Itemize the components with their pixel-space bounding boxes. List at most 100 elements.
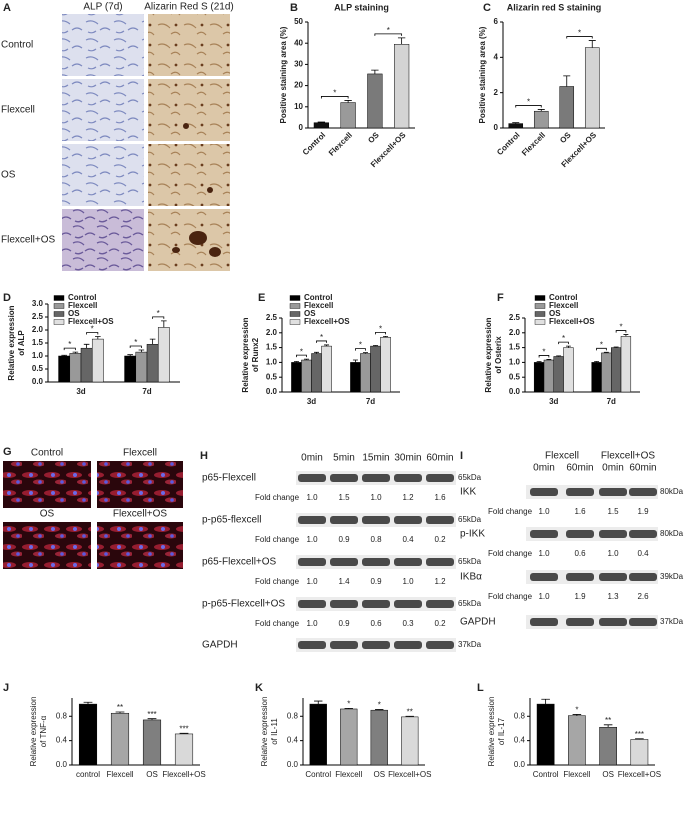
significance-label: * — [575, 706, 578, 715]
significance-bracket — [316, 340, 327, 343]
significance-bracket — [296, 354, 307, 358]
x-tick-label: OS — [602, 770, 614, 779]
error-bar — [556, 355, 562, 357]
bar — [601, 352, 612, 393]
blot-band — [394, 600, 422, 608]
legend-label: OS — [304, 309, 316, 318]
micrograph — [148, 144, 230, 206]
y-tick-label: 1.5 — [266, 343, 278, 352]
fold-change-label: Fold change — [255, 619, 300, 628]
error-bar — [541, 698, 550, 705]
bar — [91, 338, 104, 383]
fold-change-value: 0.9 — [338, 619, 350, 628]
significance-label: * — [300, 347, 303, 356]
x-tick-label: 3d — [549, 397, 558, 406]
bar — [563, 347, 574, 393]
fold-change-label: Fold change — [488, 549, 533, 558]
legend-label: Flexcell+OS — [304, 317, 350, 326]
significance-label: * — [387, 26, 390, 35]
micrograph — [62, 14, 144, 76]
error-bar — [138, 349, 145, 353]
kda-label: 80kDa — [660, 487, 684, 496]
fold-change-value: 1.0 — [538, 592, 550, 601]
fold-change-value: 1.9 — [574, 592, 586, 601]
legend-swatch — [53, 295, 65, 301]
blot-band — [530, 618, 558, 626]
x-tick-label: Flexcell — [106, 770, 133, 779]
mineral-nodule — [183, 123, 189, 129]
significance-label: *** — [147, 710, 156, 719]
error-bar — [563, 75, 571, 87]
significance-bracket — [538, 355, 550, 358]
y-axis-label: of Osterix — [494, 336, 503, 374]
legend-swatch — [534, 303, 546, 309]
x-tick-label: 3d — [307, 397, 316, 406]
blot-band — [426, 558, 454, 566]
blot-band — [530, 573, 558, 581]
y-axis-label: of Runx2 — [251, 337, 260, 372]
y-tick-label: 1.0 — [509, 358, 521, 367]
fold-change-value: 0.6 — [370, 619, 382, 628]
blot-band — [599, 530, 627, 538]
x-tick-label: 7d — [142, 387, 151, 396]
panel-label: G — [3, 446, 12, 458]
y-tick-label: 0.8 — [56, 711, 68, 720]
error-bar — [537, 109, 545, 112]
bar — [394, 44, 410, 129]
y-tick-label: 0.0 — [32, 377, 44, 386]
fold-change-label: Fold change — [255, 535, 300, 544]
y-tick-label: 10 — [294, 102, 303, 111]
error-bar — [127, 354, 133, 356]
y-tick-label: 0.0 — [266, 387, 278, 396]
lane-label: 0min — [602, 463, 624, 474]
significance-label: * — [562, 334, 565, 343]
blot-band — [362, 641, 390, 649]
error-bar — [344, 100, 352, 103]
y-tick-label: 6 — [494, 17, 499, 26]
blot-band — [394, 474, 422, 482]
y-tick-label: 0.4 — [56, 736, 68, 745]
panel-label: K — [255, 682, 263, 694]
blot-label: IKK — [460, 487, 476, 498]
error-bar — [603, 351, 609, 353]
bar — [559, 86, 575, 129]
x-tick-label: Control — [305, 770, 331, 779]
y-tick-label: 0.4 — [287, 736, 299, 745]
error-bar — [324, 344, 330, 347]
panel-label: L — [477, 682, 484, 694]
row-label: OS — [1, 170, 16, 181]
y-tick-label: 0.5 — [32, 364, 44, 373]
y-axis-label: Positive staining area (%) — [478, 26, 487, 123]
significance-label: * — [134, 338, 137, 347]
fold-change-value: 0.4 — [402, 535, 414, 544]
significance-label: * — [578, 29, 581, 38]
significance-bracket — [355, 348, 366, 351]
bar — [291, 362, 302, 393]
y-axis-label: of IL-17 — [497, 717, 506, 745]
significance-label: * — [542, 348, 545, 357]
y-tick-label: 0.0 — [287, 760, 299, 769]
significance-bracket — [63, 347, 76, 351]
bar — [401, 716, 419, 766]
fold-change-value: 0.2 — [434, 535, 446, 544]
mineral-nodule — [209, 247, 221, 257]
legend-swatch — [534, 311, 546, 317]
legend-label: OS — [68, 309, 80, 318]
blot-band — [629, 573, 657, 581]
x-tick-label: control — [76, 770, 100, 779]
blot-band — [330, 558, 358, 566]
panel-label: H — [200, 450, 208, 462]
error-bar — [61, 354, 67, 356]
bar — [110, 712, 130, 766]
blot-band — [599, 618, 627, 626]
legend-label: Flexcell — [549, 301, 578, 310]
kda-label: 65kDa — [458, 557, 482, 566]
x-tick-label: 3d — [76, 387, 85, 396]
fold-change-value: 1.0 — [370, 493, 382, 502]
y-tick-label: 2 — [494, 88, 499, 97]
error-bar — [83, 701, 93, 705]
blot-band — [426, 474, 454, 482]
y-axis-label: Relative expression — [487, 697, 496, 767]
error-bar — [303, 358, 309, 361]
error-bar — [314, 700, 323, 705]
